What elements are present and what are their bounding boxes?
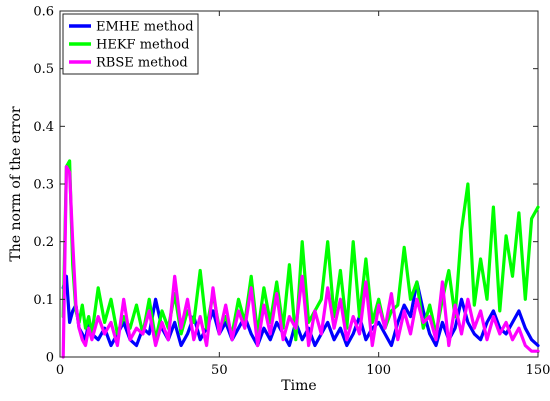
y-tick-label: 0.5	[33, 62, 54, 77]
legend-label: RBSE method	[96, 56, 188, 71]
y-tick-label: 0.4	[33, 120, 54, 135]
x-tick-label: 150	[526, 363, 550, 378]
series-line-rbse-method	[61, 165, 540, 359]
x-axis-title: Time	[281, 378, 316, 394]
ticks-layer: 0 50 100 150 0 0.1 0.2 0.3 0.4 0.5 0.6	[33, 5, 550, 379]
y-tick-label: 0.1	[33, 293, 54, 308]
series-layer	[61, 159, 540, 359]
y-tick-label: 0.3	[33, 178, 54, 193]
y-tick-label: 0.6	[33, 5, 54, 20]
y-tick-label: 0	[46, 351, 54, 366]
legend-label: EMHE method	[96, 20, 194, 35]
x-tick-label: 0	[56, 363, 64, 378]
x-tick-label: 50	[211, 363, 228, 378]
y-tick-label: 0.2	[33, 235, 54, 250]
y-axis-title: The norm of the error	[8, 106, 24, 261]
x-tick-label: 100	[366, 363, 391, 378]
legend-label: HEKF method	[96, 38, 189, 53]
legend: EMHE method HEKF method RBSE method	[62, 13, 199, 75]
